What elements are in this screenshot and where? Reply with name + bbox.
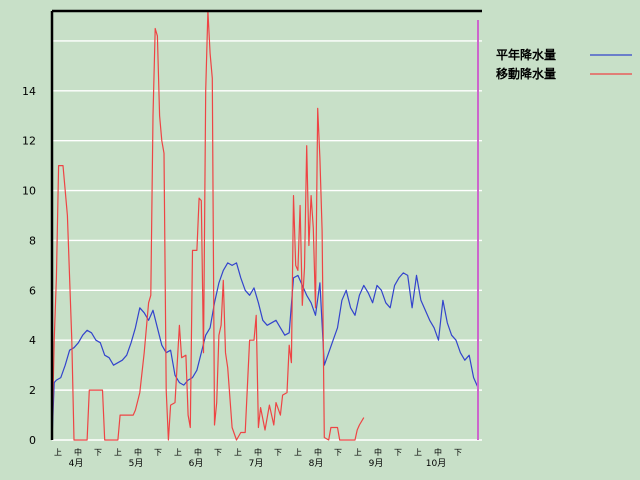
y-tick-label: 8: [29, 234, 36, 247]
y-tick-label: 4: [29, 334, 36, 347]
series-line-normal: [51, 262, 479, 441]
y-tick-label: 6: [29, 284, 36, 297]
x-sub-label: 下: [394, 448, 402, 457]
x-sub-label: 中: [134, 447, 142, 457]
y-tick-label: 12: [22, 135, 36, 148]
x-sub-label: 上: [414, 448, 422, 457]
x-sub-label: 中: [434, 447, 442, 457]
x-sub-label: 下: [94, 448, 102, 457]
y-tick-labels: 0 2 4 6 8 10 12 14: [22, 85, 36, 447]
x-sub-label: 上: [114, 448, 122, 457]
x-sub-label: 上: [294, 448, 302, 457]
x-month-label: 8月: [309, 458, 324, 469]
x-sub-label: 中: [374, 447, 382, 457]
x-sub-label: 上: [354, 448, 362, 457]
x-sub-label: 下: [154, 448, 162, 457]
x-sub-label: 下: [334, 448, 342, 457]
x-month-label: 6月: [189, 458, 204, 469]
x-month-label: 9月: [369, 458, 384, 469]
y-tick-label: 14: [22, 85, 36, 98]
legend-label: 移動降水量: [496, 66, 556, 81]
x-sub-label: 下: [454, 448, 462, 457]
x-sub-label: 中: [254, 447, 262, 457]
x-sub-label: 下: [274, 448, 282, 457]
y-tick-label: 10: [22, 185, 36, 198]
x-sub-label: 上: [234, 448, 242, 457]
x-sub-label: 中: [194, 447, 202, 457]
x-sub-label: 下: [214, 448, 222, 457]
x-sub-label: 中: [74, 447, 82, 457]
x-month-label: 4月: [69, 458, 84, 469]
x-month-label: 10月: [426, 458, 446, 469]
x-sub-label: 上: [174, 448, 182, 457]
x-tick-labels: 上中下4月上中下5月上中下6月上中下7月上中下8月上中下9月上中下10月: [54, 447, 462, 469]
x-month-label: 7月: [249, 458, 264, 469]
x-sub-label: 上: [54, 448, 62, 457]
y-tick-label: 2: [29, 384, 36, 397]
x-sub-label: 中: [314, 447, 322, 457]
series-lines: [51, 10, 479, 441]
legend-label: 平年降水量: [496, 47, 556, 62]
grid-lines: [52, 40, 482, 441]
y-tick-label: 0: [29, 434, 36, 447]
series-line-moving: [51, 10, 365, 441]
x-month-label: 5月: [129, 458, 144, 469]
